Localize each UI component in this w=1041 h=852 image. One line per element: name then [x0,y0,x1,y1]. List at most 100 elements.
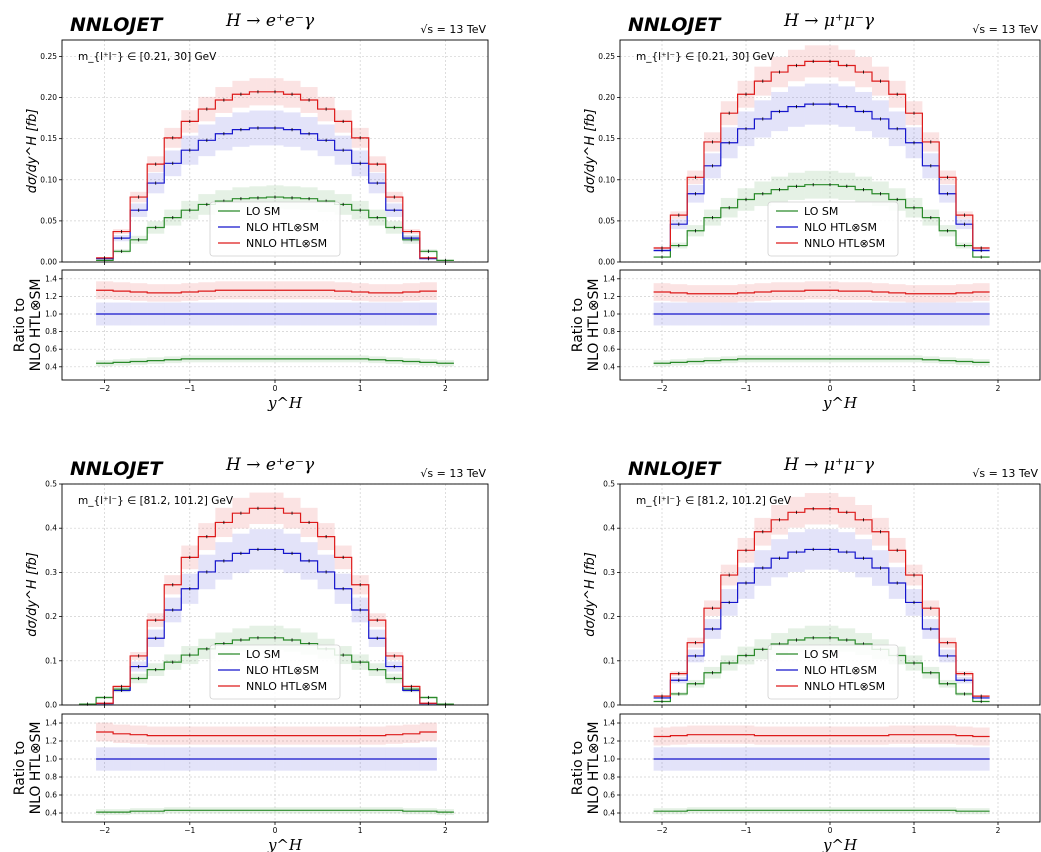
ratio-y-tick-label: 0.6 [603,791,615,800]
x-axis-title: y^H [822,394,858,412]
ratio-y-tick-label: 0.8 [45,773,57,782]
ratio-y-tick-label: 1.0 [603,310,615,319]
legend-entry-label: LO SM [246,648,280,661]
ratio-axis-title-line-2: NLO HTL⊗SM [28,279,44,372]
y-tick-label: 0.10 [40,175,57,184]
legend-entry-label: LO SM [804,205,838,218]
legend-entry-label: NLO HTL⊗SM [804,221,877,234]
y-tick-label: 0.00 [40,258,57,267]
x-axis-title: y^H [267,394,303,412]
lo-series-line [79,637,454,705]
y-tick-label: 0.15 [40,134,57,143]
x-tick-label: 2 [996,826,1001,835]
y-axis-title: dσ/dy^H [fb] [583,109,598,194]
legend-box [767,201,899,257]
x-tick-label: 0 [273,384,278,393]
series-lines [79,506,454,813]
lo-ratio-line [96,809,454,813]
legend: LO SM NLO HTL⊗SM NNLO HTL⊗SM [209,201,341,257]
axis-ticks: 0.0 0.1 0.2 0.3 0.4 0.5 0.4 0.6 0.8 1.0 1.2 1.4 −2 −1… [45,480,448,836]
y-tick-label: 0.00 [598,258,615,267]
process-title: H → μ⁺μ⁻γ [783,455,875,475]
legend-box [209,644,341,700]
x-tick-label: 0 [828,826,833,835]
lo-ratio-line [96,358,454,364]
cut-label: m_{l⁺l⁻} ∈ [81.2, 101.2] GeV [78,495,234,507]
energy-label: √s = 13 TeV [972,23,1038,36]
x-tick-label: 0 [828,384,833,393]
energy-label: √s = 13 TeV [972,467,1038,480]
nnlo-series-line [96,507,437,704]
ratio-y-tick-label: 1.4 [603,719,615,728]
ratio-y-tick-label: 0.4 [45,809,57,818]
x-tick-label: 1 [912,826,917,835]
ratio-y-tick-label: 1.4 [45,274,57,283]
ratio-y-tick-label: 1.2 [45,292,57,301]
x-tick-label: −1 [740,826,751,835]
x-tick-label: 1 [912,384,917,393]
y-tick-label: 0.05 [40,216,57,225]
legend: LO SM NLO HTL⊗SM NNLO HTL⊗SM [767,644,899,700]
ratio-y-tick-label: 1.4 [603,274,615,283]
legend-entry-label: LO SM [246,205,280,218]
series-lines [653,507,990,812]
x-tick-label: −2 [656,384,667,393]
x-axis-title: y^H [822,836,858,852]
legend-entry-label: NLO HTL⊗SM [246,221,319,234]
legend-entry-label: NLO HTL⊗SM [246,664,319,677]
x-tick-label: −1 [184,384,195,393]
ratio-axis-title-line-2: NLO HTL⊗SM [586,722,602,815]
axis-ticks: 0.0 0.1 0.2 0.3 0.4 0.5 0.4 0.6 0.8 1.0 1.2 1.4 −2 −1… [603,480,1001,836]
nnlo-series-line [96,91,437,259]
y-tick-label: 0.1 [603,656,615,665]
process-title: H → e⁺e⁻γ [225,11,315,31]
y-tick-label: 0.0 [45,701,57,710]
brand-label: NNLOJET [70,14,164,36]
legend-entry-label: LO SM [804,648,838,661]
ratio-y-tick-label: 1.4 [45,719,57,728]
ratio-axis-title-line-2: NLO HTL⊗SM [28,722,44,815]
brand-label: NNLOJET [628,14,722,36]
x-tick-label: 2 [443,826,448,835]
y-tick-label: 0.15 [598,134,615,143]
y-tick-label: 0.5 [45,480,57,489]
ratio-axis-title-line-2: NLO HTL⊗SM [586,279,602,372]
nlo-series-line [653,103,990,252]
energy-label: √s = 13 TeV [420,23,486,36]
nnlo-series-line [653,508,990,697]
y-tick-label: 0.2 [603,612,615,621]
ratio-axis-title: Ratio to NLO HTL⊗SM [570,722,602,815]
ratio-y-tick-label: 1.2 [603,292,615,301]
y-tick-label: 0.3 [603,568,615,577]
y-tick-label: 0.25 [598,52,615,61]
ratio-axis-title: Ratio to NLO HTL⊗SM [570,279,602,372]
brand-label: NNLOJET [628,458,722,480]
series-lines [96,90,454,364]
brand-label: NNLOJET [70,458,164,480]
cut-label: m_{l⁺l⁻} ∈ [0.21, 30] GeV [636,51,775,63]
x-tick-label: 2 [996,384,1001,393]
ratio-y-tick-label: 0.6 [603,345,615,354]
legend-entry-label: NNLO HTL⊗SM [246,680,327,693]
x-tick-label: −2 [99,384,110,393]
ratio-y-tick-label: 0.4 [603,362,615,371]
ratio-axis-title-line-1: Ratio to [12,298,28,352]
ratio-y-tick-label: 1.0 [45,755,57,764]
y-tick-label: 0.1 [45,656,57,665]
panel-3: NNLOJET H → e⁺e⁻γ √s = 13 TeV0.00.10.20.30… [12,455,489,852]
lo-series-line [653,637,990,703]
y-tick-label: 0.5 [603,480,615,489]
legend-entry-label: NLO HTL⊗SM [804,664,877,677]
nnlo-ratio-line [653,289,990,295]
x-tick-label: 1 [358,384,363,393]
y-axis-title: dσ/dy^H [fb] [25,552,40,637]
energy-label: √s = 13 TeV [420,467,486,480]
nlo-series-line [96,127,437,260]
panel-4: NNLOJET H → μ⁺μ⁻γ √s = 13 TeV0.00.10.20.30… [570,455,1041,852]
axis-ticks: 0.00 0.05 0.10 0.15 0.20 0.25 0.4 0.6 0.8 1.0 1.2 1… [40,52,448,393]
y-tick-label: 0.10 [598,175,615,184]
ratio-axis-title: Ratio to NLO HTL⊗SM [12,722,44,815]
panel-1: NNLOJET H → e⁺e⁻γ √s = 13 TeV 0.00 0.05 0.10 0… [12,11,489,412]
y-tick-label: 0.25 [40,52,57,61]
y-tick-label: 0.20 [40,93,57,102]
